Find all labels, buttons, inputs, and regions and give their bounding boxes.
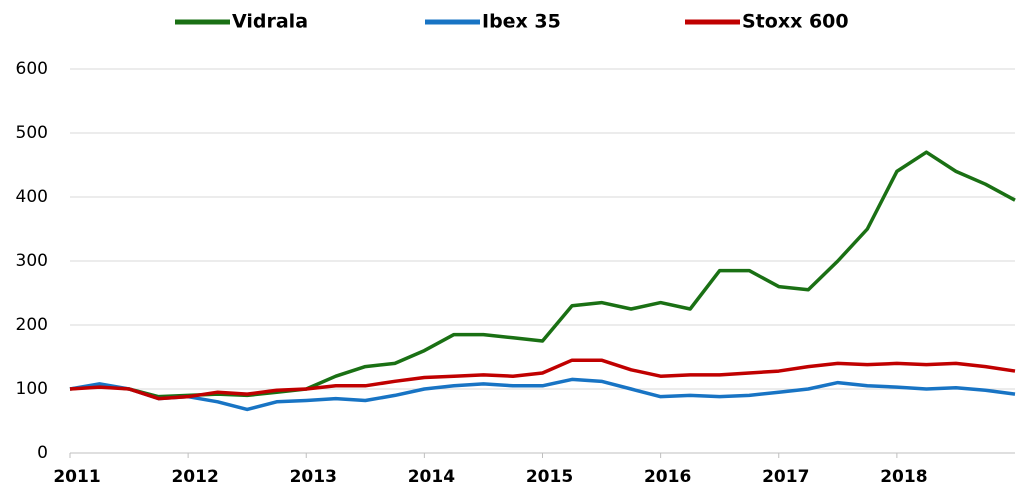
x-tick-label: 2017 bbox=[762, 467, 809, 487]
x-tick-label: 2016 bbox=[644, 467, 691, 487]
y-tick-label: 600 bbox=[16, 59, 48, 79]
x-tick-label: 2013 bbox=[290, 467, 337, 487]
x-tick-label: 2011 bbox=[53, 467, 100, 487]
legend-label: Ibex 35 bbox=[482, 11, 561, 33]
y-tick-label: 200 bbox=[16, 315, 48, 335]
y-tick-label: 400 bbox=[16, 187, 48, 207]
x-tick-label: 2014 bbox=[408, 467, 455, 487]
series-line bbox=[69, 358, 1016, 401]
x-tick-label: 2015 bbox=[526, 467, 573, 487]
legend-label: Stoxx 600 bbox=[742, 11, 849, 33]
x-tick-label: 2018 bbox=[880, 467, 927, 487]
y-tick-label: 100 bbox=[16, 379, 48, 399]
y-tick-label: 500 bbox=[16, 123, 48, 143]
y-tick-label: 0 bbox=[37, 443, 48, 463]
series-line bbox=[69, 377, 1016, 412]
legend-label: Vidrala bbox=[232, 11, 308, 33]
series-line bbox=[69, 150, 1016, 399]
y-tick-label: 300 bbox=[16, 251, 48, 271]
x-tick-label: 2012 bbox=[171, 467, 218, 487]
